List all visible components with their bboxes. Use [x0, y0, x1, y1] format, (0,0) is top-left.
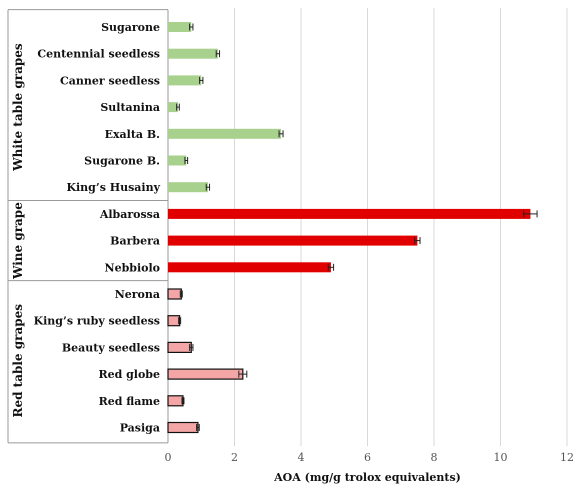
- bar: [167, 288, 182, 300]
- bars: [167, 22, 538, 434]
- bar: [168, 155, 187, 166]
- category-label: King’s ruby seedless: [34, 315, 160, 328]
- bar: [168, 235, 418, 246]
- category-label: King’s Husainy: [66, 181, 160, 194]
- category-label: Red globe: [98, 368, 160, 381]
- gridlines: [234, 8, 568, 446]
- bar: [168, 208, 531, 219]
- category-label: Centennial seedless: [37, 48, 160, 61]
- category-label: Albarossa: [99, 208, 160, 221]
- x-tick-labels: 0 2 4 6 8 10 12: [165, 451, 573, 464]
- x-tick-label: 12: [560, 451, 573, 464]
- bar: [168, 262, 331, 273]
- group-label: White table grapes: [11, 43, 25, 172]
- bar: [167, 395, 184, 407]
- bar: [167, 341, 192, 353]
- category-label: Sugarone B.: [84, 155, 160, 168]
- category-label: Red flame: [99, 395, 160, 408]
- category-label: Sugarone: [101, 21, 160, 34]
- bar: [168, 128, 282, 139]
- x-tick-label: 0: [165, 451, 172, 464]
- bar: [168, 182, 208, 193]
- category-label: Sultanina: [100, 101, 160, 114]
- bar: [168, 102, 178, 113]
- category-label: Canner seedless: [60, 74, 160, 87]
- group-label: Red table grapes: [11, 304, 25, 418]
- category-label: Beauty seedless: [62, 341, 160, 354]
- category-label: Nebbiolo: [105, 261, 160, 274]
- bar: [168, 22, 192, 32]
- bar: [167, 315, 181, 327]
- category-label: Pasiga: [120, 422, 160, 435]
- x-tick-label: 8: [431, 451, 438, 464]
- x-tick-label: 4: [298, 451, 305, 464]
- bar: [168, 48, 218, 59]
- category-label: Barbera: [110, 235, 160, 248]
- x-tick-label: 10: [494, 451, 508, 464]
- bar: [167, 368, 244, 380]
- group-label: Wine grape: [11, 202, 25, 280]
- bar: [168, 75, 202, 86]
- category-label: Nerona: [115, 288, 160, 301]
- category-labels: Sugarone Centennial seedless Canner seedle…: [34, 21, 161, 435]
- x-tick-label: 2: [231, 451, 238, 464]
- x-axis-label: AOA (mg/g trolox equivalents): [273, 471, 461, 484]
- bar: [167, 421, 199, 434]
- category-label: Exalta B.: [105, 128, 160, 141]
- group-frames: White table grapes Wine grape Red table gr…: [7, 9, 169, 444]
- x-tick-label: 6: [364, 451, 371, 464]
